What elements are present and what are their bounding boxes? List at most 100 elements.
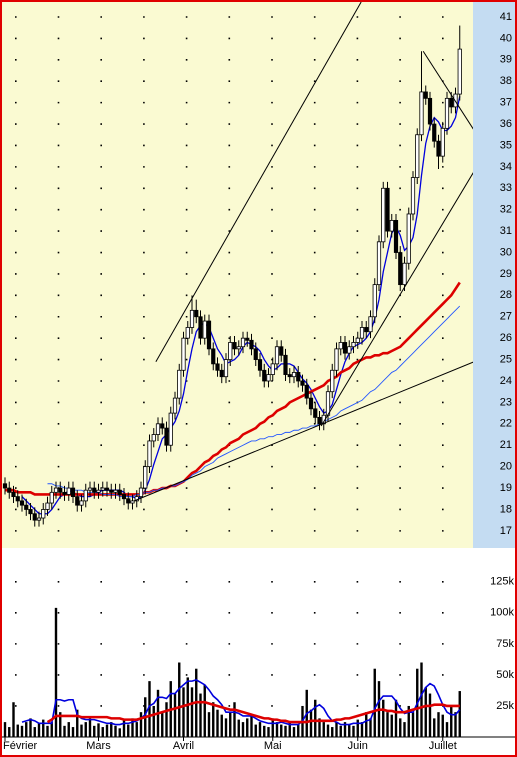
volume-bar [76, 709, 79, 737]
volume-bar [322, 722, 325, 737]
candle-body [402, 262, 407, 286]
y-tick-label: 35 [500, 139, 512, 151]
candle-body [317, 416, 322, 425]
candle-body [202, 320, 207, 339]
candle-body [117, 489, 122, 495]
candle-body [109, 489, 114, 493]
price-plot [2, 2, 473, 532]
x-tick-label: Juillet [429, 740, 457, 752]
volume-bar [335, 722, 338, 737]
candle-body [62, 491, 67, 495]
candle-body [334, 348, 339, 371]
candle-body [32, 513, 37, 521]
candle-body [291, 372, 297, 378]
volume-bar [280, 724, 283, 737]
labels: 17 18 19 20 21 22 23 24 25 26 27 28 29 30 31 32 33 34 35 36… [3, 11, 514, 752]
candle-body [28, 509, 33, 515]
y-tick-label: 31 [500, 225, 512, 237]
moving-average [5, 281, 461, 496]
y-tick-label: 25 [500, 353, 512, 365]
candle-body [270, 363, 275, 375]
candle-body [355, 337, 360, 343]
volume-bar [88, 718, 92, 737]
trendline [134, 361, 473, 502]
volume-bar [20, 725, 24, 737]
volume-bar [127, 724, 130, 737]
trendline [155, 2, 362, 362]
moving-average [46, 700, 460, 724]
y-tick-label: 19 [500, 482, 512, 494]
volume-bar [114, 725, 117, 737]
volume-plot [3, 580, 461, 737]
candle-body [440, 127, 445, 157]
volume-bar [46, 725, 49, 737]
candle-body [449, 97, 454, 108]
moving-average [21, 679, 461, 726]
volume-bar [118, 728, 121, 737]
candle-body [436, 140, 441, 157]
y-tick-label: 26 [500, 332, 512, 344]
candle-body [330, 369, 335, 393]
y-tick-label: 75k [496, 638, 514, 650]
volume-bar [258, 722, 262, 737]
y-tick-label: 29 [500, 268, 512, 280]
candle-body [11, 491, 16, 498]
volume-bar [220, 714, 223, 737]
volume-bar [246, 718, 249, 737]
volume-bar [224, 718, 228, 737]
y-tick-label: 17 [500, 525, 512, 537]
volume-bar [105, 724, 109, 737]
y-tick-label: 27 [500, 311, 512, 323]
volume-bar [433, 718, 436, 737]
candle-body [96, 489, 101, 493]
volume-bar [50, 722, 53, 737]
candle-body [19, 500, 25, 506]
volume-bar [445, 722, 449, 737]
volume-bar [288, 722, 291, 737]
volume-bar [254, 724, 257, 737]
x-tick-label: Février [3, 740, 38, 752]
candle-body [419, 91, 424, 136]
volume-bar [263, 725, 266, 737]
candle-body [393, 219, 399, 253]
candle-body [368, 316, 373, 333]
volume-bar [42, 719, 45, 737]
candle-body [351, 342, 356, 348]
volume-bar [292, 727, 296, 737]
y-tick-label: 38 [500, 75, 512, 87]
candle-body [338, 342, 343, 350]
y-tick-label: 20 [500, 461, 512, 473]
volume-bar [139, 712, 143, 737]
volume-bar [441, 714, 444, 737]
volume-bar [97, 723, 100, 737]
candle-body [262, 369, 267, 382]
y-tick-label: 41 [500, 11, 512, 23]
volume-bar [411, 712, 415, 737]
candle-body [253, 348, 258, 360]
candle-body [211, 348, 216, 365]
y-tick-label: 125k [490, 576, 514, 588]
candle-body [410, 177, 416, 215]
candle-body [308, 397, 314, 410]
candle-body [296, 372, 301, 382]
y-tick-label: 50k [496, 669, 514, 681]
candle-body [2, 483, 8, 489]
candle-body [155, 423, 161, 435]
candle-body [58, 487, 63, 493]
volume-bar [428, 693, 432, 737]
volume-bar [178, 662, 181, 737]
candle-body [432, 123, 437, 142]
volume-bar [71, 727, 75, 737]
volume-bar [407, 705, 410, 737]
y-tick-label: 22 [500, 418, 512, 430]
candle-body [113, 489, 118, 493]
candle-body [381, 187, 386, 243]
candle-body [79, 500, 84, 506]
volume-bar [450, 705, 453, 737]
volume-bar [165, 702, 168, 737]
volume-bar [318, 718, 321, 737]
volume-bar [343, 722, 347, 737]
volume-bar [148, 681, 151, 737]
